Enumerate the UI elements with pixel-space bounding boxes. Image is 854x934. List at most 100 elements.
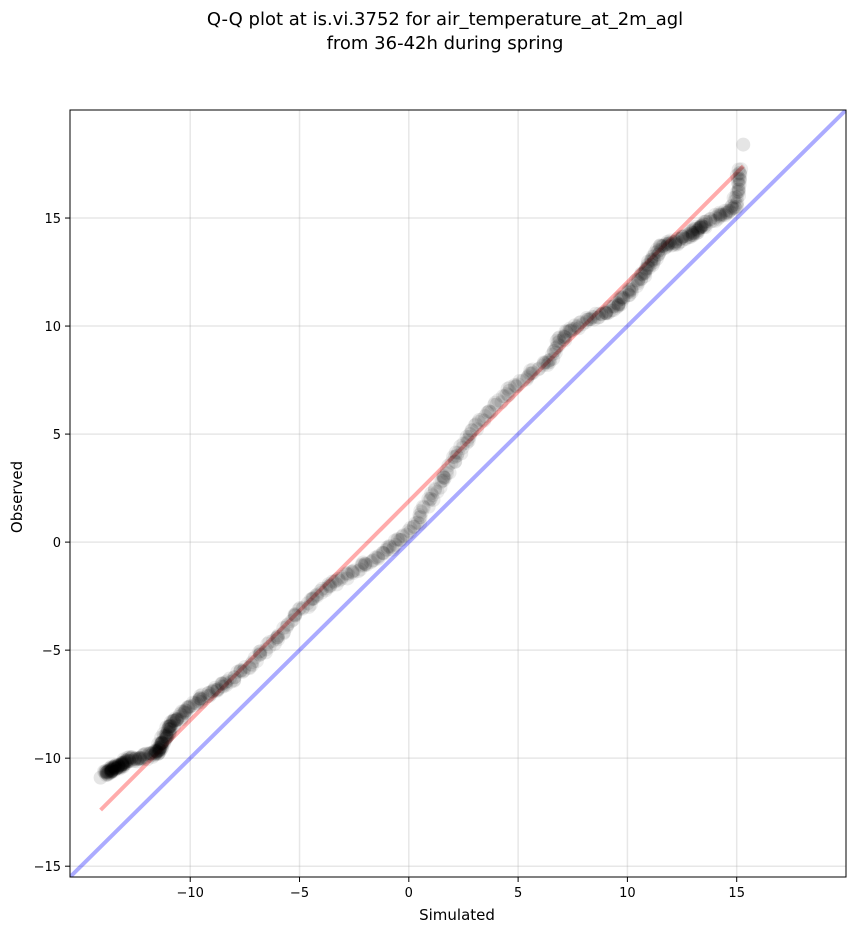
data-point xyxy=(153,740,168,755)
data-point xyxy=(562,321,577,336)
data-point xyxy=(102,761,117,776)
data-point xyxy=(288,607,303,622)
data-point xyxy=(230,664,245,679)
data-point xyxy=(104,759,119,774)
data-point xyxy=(730,171,745,186)
data-point xyxy=(669,234,684,249)
data-point xyxy=(537,356,552,371)
data-point xyxy=(459,429,474,444)
data-point xyxy=(215,676,230,691)
data-point xyxy=(210,682,225,697)
data-point xyxy=(549,333,564,348)
data-point xyxy=(614,290,629,305)
data-point xyxy=(629,279,644,294)
data-point xyxy=(227,672,242,687)
data-point xyxy=(163,719,178,734)
data-point xyxy=(681,226,696,241)
data-point xyxy=(359,557,374,572)
data-point xyxy=(732,177,747,192)
data-point xyxy=(649,251,664,266)
data-point xyxy=(104,764,119,779)
y-tick-label: 15 xyxy=(44,212,61,227)
data-point xyxy=(235,664,250,679)
data-point xyxy=(170,712,185,727)
data-point xyxy=(119,753,134,768)
data-point xyxy=(159,728,174,743)
data-point xyxy=(716,207,731,222)
data-point xyxy=(133,752,148,767)
data-point xyxy=(403,524,418,539)
data-point xyxy=(643,257,658,272)
data-point xyxy=(678,232,693,247)
data-point xyxy=(722,204,737,219)
data-point xyxy=(510,377,525,392)
data-point xyxy=(107,758,122,773)
data-point xyxy=(734,162,749,177)
data-point xyxy=(556,332,571,347)
data-point xyxy=(120,750,135,765)
reference-lines xyxy=(70,110,846,877)
data-point xyxy=(143,748,158,763)
data-point xyxy=(331,571,346,586)
grid xyxy=(70,110,846,877)
data-point xyxy=(166,713,181,728)
data-point xyxy=(153,736,168,751)
data-point xyxy=(167,716,182,731)
data-point xyxy=(512,374,527,389)
data-point xyxy=(259,642,274,657)
data-point xyxy=(671,235,686,250)
data-point xyxy=(630,273,645,288)
data-point xyxy=(109,761,124,776)
data-point xyxy=(321,579,336,594)
data-point xyxy=(181,700,196,715)
data-point xyxy=(536,355,551,370)
data-point xyxy=(710,211,725,226)
data-point xyxy=(629,273,644,288)
data-point xyxy=(115,755,130,770)
data-point xyxy=(403,521,418,536)
data-point xyxy=(176,704,191,719)
data-point xyxy=(663,233,678,248)
data-point xyxy=(156,736,171,751)
data-point xyxy=(149,744,164,759)
data-point xyxy=(468,417,483,432)
data-point xyxy=(169,713,184,728)
data-point xyxy=(592,306,607,321)
data-point xyxy=(167,711,182,726)
data-point xyxy=(104,764,119,779)
data-point xyxy=(545,347,560,362)
data-point xyxy=(599,304,614,319)
data-point xyxy=(601,305,616,320)
data-point xyxy=(674,231,689,246)
data-point xyxy=(115,757,130,772)
data-point xyxy=(99,765,114,780)
data-point xyxy=(104,763,119,778)
y-axis-label: Observed xyxy=(8,461,26,533)
data-point xyxy=(399,527,414,542)
data-point xyxy=(158,732,173,747)
data-point xyxy=(703,212,718,227)
data-point xyxy=(624,283,639,298)
data-point xyxy=(158,729,173,744)
data-point xyxy=(143,746,158,761)
data-point xyxy=(192,691,207,706)
data-point xyxy=(180,700,195,715)
data-point xyxy=(599,304,614,319)
data-point xyxy=(377,546,392,561)
data-point xyxy=(136,747,151,762)
data-point xyxy=(652,245,667,260)
data-point xyxy=(332,573,347,588)
data-point xyxy=(731,177,746,192)
data-point xyxy=(108,757,123,772)
data-point xyxy=(171,709,186,724)
data-point xyxy=(334,571,349,586)
data-point xyxy=(733,167,748,182)
data-point xyxy=(194,695,209,710)
data-point xyxy=(713,209,728,224)
data-point xyxy=(730,199,745,214)
data-point xyxy=(731,182,746,197)
data-point xyxy=(604,303,619,318)
data-point xyxy=(106,764,121,779)
data-point xyxy=(727,194,742,209)
data-point xyxy=(152,740,167,755)
